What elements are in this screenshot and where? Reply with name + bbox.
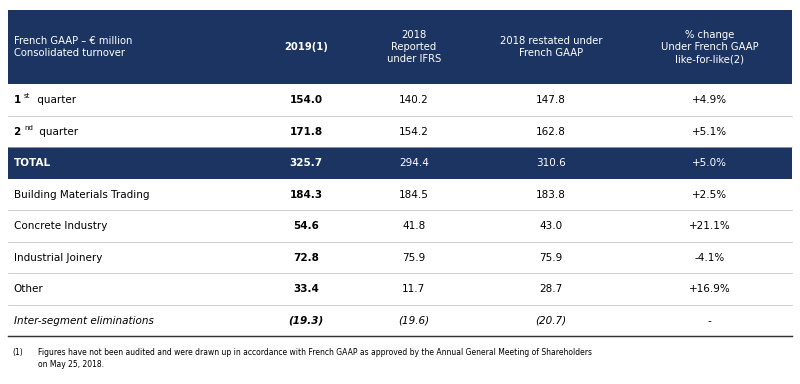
Bar [8,116,792,147]
Text: 11.7: 11.7 [402,284,426,294]
Text: 147.8: 147.8 [536,95,566,105]
Bar [8,305,792,336]
Text: 2: 2 [14,127,21,137]
Text: Industrial Joinery: Industrial Joinery [14,253,102,263]
Text: +5.1%: +5.1% [692,127,727,137]
Text: 75.9: 75.9 [539,253,562,263]
Text: 2019(1): 2019(1) [284,42,328,52]
Bar [8,179,792,210]
Text: Building Materials Trading: Building Materials Trading [14,190,149,200]
Text: quarter: quarter [36,127,78,137]
Text: +21.1%: +21.1% [689,221,730,231]
Text: 154.0: 154.0 [290,95,322,105]
Text: 140.2: 140.2 [399,95,429,105]
Text: 41.8: 41.8 [402,221,426,231]
Bar [8,84,792,116]
Text: 2018
Reported
under IFRS: 2018 Reported under IFRS [386,30,441,64]
Text: 294.4: 294.4 [398,158,429,168]
Text: French GAAP – € million
Consolidated turnover: French GAAP – € million Consolidated tur… [14,36,132,58]
Text: +4.9%: +4.9% [692,95,727,105]
Text: 325.7: 325.7 [290,158,322,168]
Text: nd: nd [24,125,33,131]
Text: -4.1%: -4.1% [694,253,725,263]
Bar [8,147,792,179]
Text: +2.5%: +2.5% [692,190,727,200]
Text: 310.6: 310.6 [536,158,566,168]
Text: TOTAL: TOTAL [14,158,50,168]
Bar [8,210,792,242]
Text: +5.0%: +5.0% [692,158,727,168]
Text: 1: 1 [14,95,21,105]
Text: 28.7: 28.7 [539,284,562,294]
Text: quarter: quarter [34,95,77,105]
Text: (19.3): (19.3) [288,316,323,326]
Text: 2018 restated under
French GAAP: 2018 restated under French GAAP [500,36,602,58]
Text: 54.6: 54.6 [293,221,319,231]
Text: (20.7): (20.7) [535,316,566,326]
Text: Other: Other [14,284,43,294]
Bar [8,242,792,273]
Text: 43.0: 43.0 [539,221,562,231]
Text: (19.6): (19.6) [398,316,430,326]
Text: 184.5: 184.5 [398,190,429,200]
Text: 154.2: 154.2 [398,127,429,137]
Text: st: st [24,93,30,99]
Text: 72.8: 72.8 [293,253,319,263]
Text: Inter-segment eliminations: Inter-segment eliminations [14,316,154,326]
Text: % change
Under French GAAP
like-for-like(2): % change Under French GAAP like-for-like… [661,30,758,64]
Text: 171.8: 171.8 [290,127,322,137]
Text: +16.9%: +16.9% [689,284,730,294]
Text: 162.8: 162.8 [536,127,566,137]
Text: -: - [708,316,711,326]
Text: 183.8: 183.8 [536,190,566,200]
Text: (1): (1) [12,348,22,357]
Text: Figures have not been audited and were drawn up in accordance with French GAAP a: Figures have not been audited and were d… [38,348,592,369]
Text: 33.4: 33.4 [293,284,319,294]
Text: 75.9: 75.9 [402,253,426,263]
Bar [8,273,792,305]
Text: Concrete Industry: Concrete Industry [14,221,107,231]
Text: 184.3: 184.3 [290,190,322,200]
